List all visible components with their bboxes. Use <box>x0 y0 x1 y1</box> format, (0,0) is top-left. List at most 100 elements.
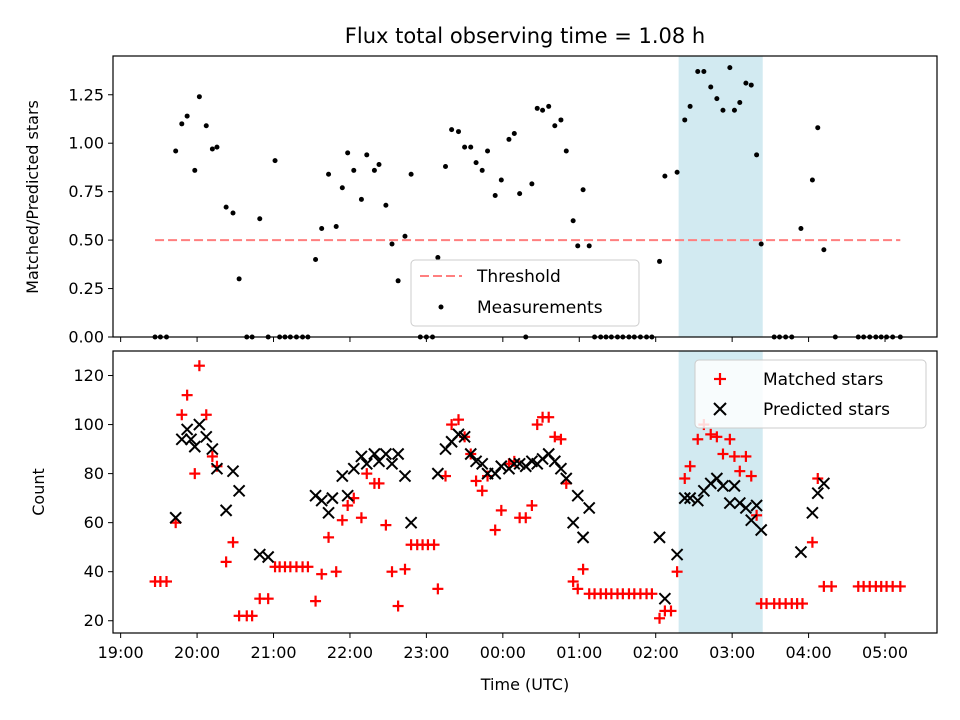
bottom-y-axis-label: Count <box>29 468 48 516</box>
matched-star-marker <box>665 605 677 617</box>
predicted-star-marker <box>336 469 349 483</box>
matched-star-marker <box>654 612 666 624</box>
measurement-point <box>326 171 332 177</box>
measurement-point <box>184 113 190 119</box>
predicted-star-marker <box>739 501 753 515</box>
predicted-star-marker <box>508 457 521 471</box>
measurement-point <box>462 144 468 150</box>
top-y-ticks: 0.00 0.25 0.50 0.75 1.00 1.25 <box>68 85 113 347</box>
legend-measurement-swatch <box>438 304 444 310</box>
measurement-point <box>731 107 737 113</box>
matched-star-marker <box>440 470 452 482</box>
measurement-point <box>358 196 364 202</box>
predicted-star-marker <box>188 440 201 453</box>
x-tick-label: 03:00 <box>709 643 755 662</box>
measurement-point <box>203 123 209 129</box>
matched-star-marker <box>181 389 193 401</box>
legend-threshold-label: Threshold <box>476 267 561 287</box>
measurement-point <box>714 96 720 102</box>
predicted-star-marker <box>360 457 373 471</box>
matched-star-marker <box>428 539 440 551</box>
matched-star-marker <box>894 580 906 592</box>
measurement-point <box>720 107 726 113</box>
measurement-point <box>540 107 546 113</box>
matched-star-marker <box>745 470 757 482</box>
measurement-point <box>455 129 461 135</box>
predicted-star-marker <box>811 487 824 500</box>
predicted-star-marker <box>169 511 182 524</box>
y-tick-label: 1.00 <box>68 134 104 153</box>
predicted-star-marker <box>219 504 233 517</box>
measurement-point <box>586 243 592 249</box>
matched-star-marker <box>262 593 274 605</box>
predicted-star-marker <box>404 516 418 529</box>
x-tick-label: 05:00 <box>862 643 908 662</box>
predicted-star-marker <box>398 469 412 483</box>
measurement-point <box>727 65 733 71</box>
predicted-star-marker <box>583 501 596 515</box>
measurement-point <box>192 167 198 173</box>
y-tick-label: 60 <box>84 513 104 532</box>
predicted-star-marker <box>322 506 335 520</box>
legend-matched-label: Matched stars <box>763 370 883 390</box>
matched-star-marker <box>302 561 314 573</box>
matched-star-marker <box>495 504 507 516</box>
matched-star-marker <box>717 448 729 460</box>
measurement-point <box>319 225 325 231</box>
matched-star-marker <box>711 431 723 443</box>
measurement-point <box>333 224 339 230</box>
matched-star-marker <box>684 460 696 472</box>
predicted-star-marker <box>379 447 393 461</box>
measurement-point <box>364 152 370 158</box>
matched-star-marker <box>520 512 532 524</box>
x-tick-label: 21:00 <box>250 643 296 662</box>
predicted-stars-points <box>169 418 831 605</box>
predicted-star-marker <box>431 467 445 480</box>
matched-star-marker <box>543 411 555 423</box>
y-tick-label: 100 <box>73 415 104 434</box>
matched-star-marker <box>567 576 579 588</box>
measurement-point <box>754 152 760 158</box>
measurement-point <box>701 69 707 75</box>
measurement-point <box>351 167 357 173</box>
matched-star-marker <box>806 536 818 548</box>
y-tick-label: 0.50 <box>68 231 104 250</box>
predicted-star-marker <box>745 513 758 527</box>
chart-title: Flux total observing time = 1.08 h <box>345 24 705 48</box>
predicted-star-marker <box>817 477 831 490</box>
measurement-point <box>534 105 540 111</box>
predicted-star-marker <box>658 592 672 605</box>
predicted-star-marker <box>326 491 339 505</box>
matched-star-marker <box>812 473 824 485</box>
measurement-point <box>209 146 215 152</box>
matched-star-marker <box>220 556 232 568</box>
predicted-star-marker <box>385 457 399 471</box>
measurement-point <box>498 177 504 183</box>
matched-star-marker <box>446 419 458 431</box>
measurement-point <box>230 210 236 216</box>
measurement-point <box>798 225 804 231</box>
predicted-star-marker <box>571 489 584 502</box>
measurement-point <box>674 169 680 175</box>
predicted-star-marker <box>184 433 198 446</box>
predicted-star-marker <box>576 531 590 544</box>
measurement-point <box>339 185 345 191</box>
matched-star-marker <box>189 468 201 480</box>
matched-star-marker <box>476 485 488 497</box>
matched-star-marker <box>386 566 398 578</box>
measurement-point <box>662 173 668 179</box>
measurement-point <box>179 121 185 127</box>
measurement-point <box>737 100 743 106</box>
measurement-point <box>570 218 576 224</box>
x-tick-label: 04:00 <box>786 643 832 662</box>
predicted-star-marker <box>691 494 704 507</box>
matched-star-marker <box>549 431 561 443</box>
matched-star-marker <box>555 433 567 445</box>
top-y-axis-label: Matched/Predicted stars <box>23 100 42 294</box>
measurement-point <box>815 125 821 131</box>
matched-star-marker <box>176 409 188 421</box>
measurement-point <box>313 256 319 262</box>
measurement-point <box>389 241 395 247</box>
matched-star-marker <box>373 477 385 489</box>
predicted-star-marker <box>206 442 219 456</box>
